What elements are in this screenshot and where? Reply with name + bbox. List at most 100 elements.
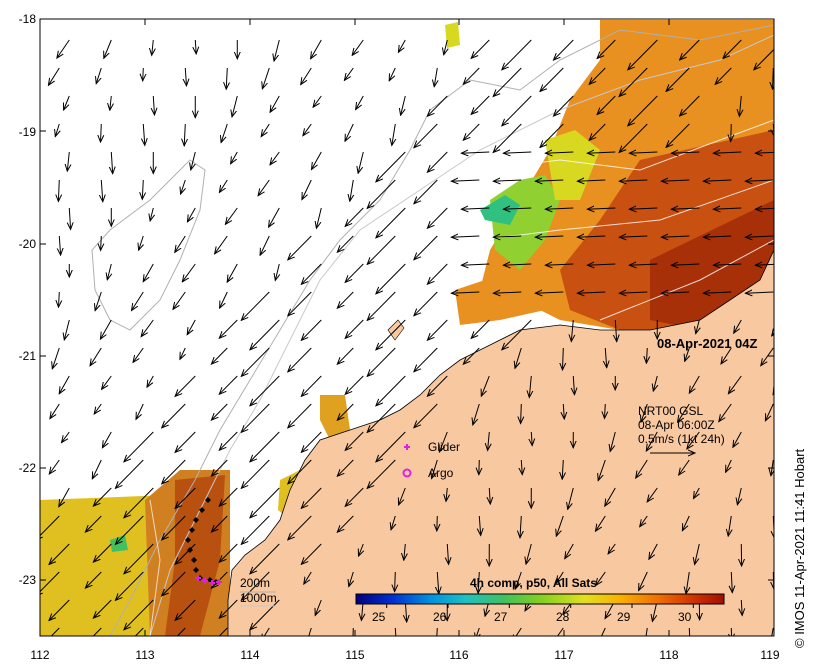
current-arrow bbox=[597, 39, 616, 59]
current-arrow bbox=[162, 403, 186, 428]
current-arrow bbox=[93, 543, 112, 562]
current-arrow bbox=[143, 263, 154, 282]
current-arrow bbox=[69, 207, 70, 229]
current-arrow bbox=[713, 264, 742, 265]
current-arrow bbox=[301, 431, 322, 452]
current-arrow bbox=[345, 375, 364, 394]
current-arrow bbox=[218, 627, 228, 636]
current-arrow bbox=[102, 431, 112, 448]
current-arrow bbox=[755, 264, 774, 265]
contour-1000m-label: 1000m bbox=[240, 591, 277, 605]
current-arrow bbox=[316, 207, 322, 228]
current-arrow bbox=[367, 179, 396, 208]
current-arrow bbox=[147, 375, 154, 387]
current-arrow bbox=[437, 571, 439, 594]
current-arrow bbox=[301, 543, 322, 564]
current-arrow bbox=[731, 123, 732, 142]
current-arrow bbox=[688, 627, 691, 636]
glider-position bbox=[185, 537, 191, 543]
current-arrow bbox=[471, 95, 490, 114]
current-arrow bbox=[713, 152, 742, 153]
current-arrow bbox=[571, 319, 573, 342]
current-arrow bbox=[352, 39, 364, 55]
current-arrow bbox=[270, 151, 280, 165]
current-arrow bbox=[141, 319, 154, 337]
current-arrow bbox=[345, 263, 364, 282]
current-arrow bbox=[686, 571, 689, 594]
current-arrow bbox=[90, 347, 102, 366]
current-arrow bbox=[696, 319, 700, 334]
current-arrow bbox=[101, 179, 103, 202]
land-australia bbox=[227, 249, 774, 636]
current-arrow bbox=[535, 292, 564, 293]
current-arrow bbox=[219, 431, 238, 450]
current-arrow bbox=[143, 123, 145, 145]
current-arrow bbox=[133, 347, 144, 362]
current-arrow bbox=[605, 403, 606, 418]
current-arrow bbox=[565, 543, 574, 559]
current-arrow bbox=[176, 627, 186, 636]
contour-plateau bbox=[91, 159, 206, 331]
current-arrow bbox=[713, 208, 742, 209]
current-arrow bbox=[414, 347, 438, 372]
current-arrow bbox=[250, 543, 280, 574]
current-arrow bbox=[55, 123, 59, 137]
current-arrow bbox=[185, 67, 186, 86]
current-arrow bbox=[358, 151, 364, 173]
current-arrow bbox=[219, 599, 238, 618]
current-arrow bbox=[502, 95, 532, 126]
current-arrow bbox=[563, 403, 564, 419]
y-tick-label: -21 bbox=[18, 349, 36, 363]
x-tick-label: 115 bbox=[345, 648, 365, 662]
glider-position bbox=[189, 527, 195, 533]
current-arrow bbox=[337, 235, 354, 252]
current-arrow bbox=[733, 431, 742, 447]
current-arrow bbox=[475, 627, 479, 636]
current-arrow bbox=[471, 39, 490, 58]
sst-field-northeast-yellow bbox=[545, 130, 600, 200]
current-arrow bbox=[493, 123, 522, 153]
current-arrow bbox=[414, 403, 438, 428]
current-arrows bbox=[40, 39, 784, 636]
current-arrow bbox=[554, 39, 574, 60]
current-arrow bbox=[49, 543, 70, 565]
current-arrow bbox=[115, 459, 144, 488]
glider-position bbox=[193, 567, 199, 573]
current-arrow bbox=[219, 543, 238, 562]
plot-frame bbox=[39, 18, 775, 637]
current-arrow bbox=[288, 347, 312, 372]
current-arrow bbox=[598, 459, 606, 481]
current-arrow bbox=[345, 431, 364, 450]
current-arrow bbox=[180, 347, 185, 359]
current-arrow bbox=[376, 151, 406, 182]
current-arrow bbox=[241, 403, 270, 432]
current-arrow bbox=[250, 375, 280, 406]
current-arrow bbox=[703, 292, 732, 293]
current-arrow bbox=[367, 459, 396, 488]
current-arrow bbox=[150, 207, 153, 221]
current-arrow bbox=[175, 375, 196, 396]
current-arrow bbox=[85, 515, 102, 532]
current-arrow bbox=[529, 375, 531, 398]
current-arrow bbox=[62, 431, 70, 443]
credit-label: © IMOS 11-Apr-2021 11:41 Hobart bbox=[792, 448, 807, 648]
current-arrow bbox=[49, 459, 60, 474]
current-arrow bbox=[783, 544, 784, 564]
current-arrow bbox=[337, 291, 354, 308]
current-arrow bbox=[434, 67, 437, 87]
current-arrow bbox=[493, 180, 522, 181]
current-arrow bbox=[394, 627, 397, 636]
current-arrow bbox=[473, 403, 480, 425]
current-arrow bbox=[337, 459, 354, 476]
argo-legend-label: Argo bbox=[428, 466, 454, 480]
current-arrow bbox=[463, 347, 480, 364]
current-arrow bbox=[250, 487, 280, 518]
current-arrow bbox=[556, 571, 564, 583]
current-arrow bbox=[301, 67, 312, 85]
current-arrow bbox=[671, 208, 700, 209]
contour-sst-3 bbox=[599, 239, 774, 321]
current-arrow bbox=[545, 208, 574, 209]
current-arrow bbox=[153, 95, 154, 115]
current-arrow bbox=[589, 123, 606, 140]
current-arrow bbox=[761, 347, 774, 366]
